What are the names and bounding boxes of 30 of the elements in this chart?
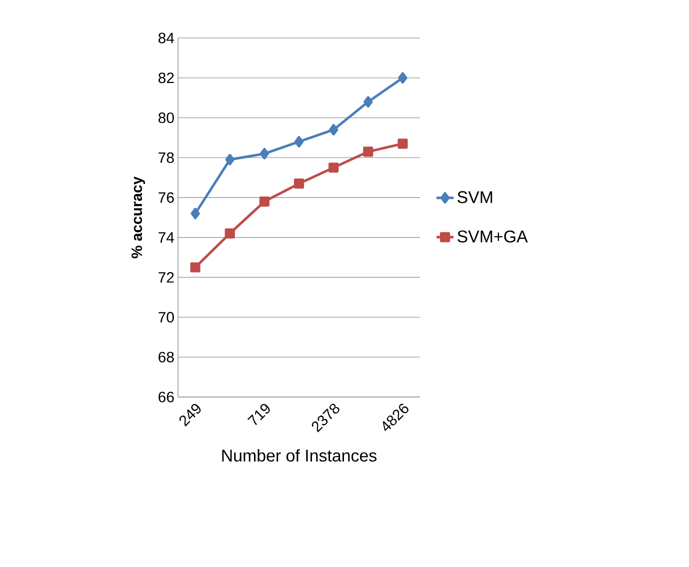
y-tick-label: 78 (158, 152, 174, 163)
point (363, 146, 374, 157)
y-tick-label: 82 (158, 72, 174, 84)
point (190, 262, 200, 272)
y-axis-title: % accuracy (132, 176, 146, 258)
point (328, 124, 338, 136)
y-tick-label: 80 (158, 112, 174, 124)
y-tick-label: 66 (158, 392, 174, 402)
y-tick-label: 84 (158, 32, 174, 44)
x-tick-label: 249 (179, 404, 201, 426)
y-tick-label: 70 (158, 312, 174, 323)
point (259, 196, 270, 207)
y-tick-label: 68 (158, 352, 174, 362)
y-tick-label: 74 (158, 232, 174, 243)
legend-label: SVM+GA (458, 230, 528, 242)
y-tick-label: 76 (158, 192, 174, 203)
legend-label: SVM (458, 191, 492, 204)
y-tick-label: 72 (158, 272, 174, 283)
point (364, 96, 373, 108)
point (328, 162, 339, 173)
x-tick-label: 719 (247, 404, 270, 426)
point (294, 136, 304, 148)
point (398, 72, 408, 84)
point (225, 154, 234, 166)
point (260, 148, 270, 160)
point (294, 178, 304, 189)
point (190, 208, 200, 220)
point (224, 228, 235, 238)
point (398, 138, 408, 149)
x-axis-title: Number of Instances (222, 449, 376, 462)
